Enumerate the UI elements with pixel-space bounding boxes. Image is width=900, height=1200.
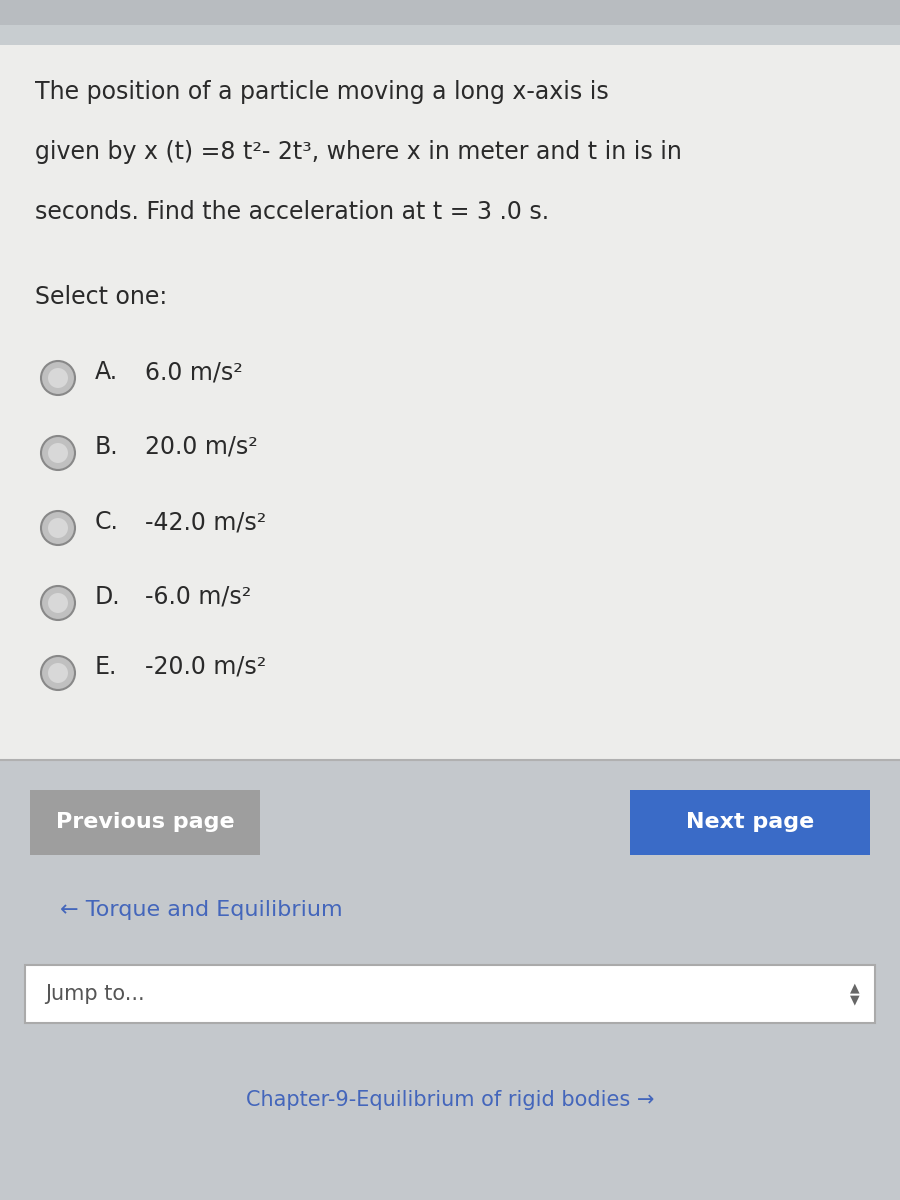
Text: -20.0 m/s²: -20.0 m/s² [145, 655, 266, 679]
FancyBboxPatch shape [30, 790, 260, 854]
Text: given by x (t) =8 t²- 2t³, where x in meter and t in is in: given by x (t) =8 t²- 2t³, where x in me… [35, 140, 682, 164]
Circle shape [48, 662, 68, 683]
Circle shape [41, 656, 75, 690]
Text: The position of a particle moving a long x-axis is: The position of a particle moving a long… [35, 80, 608, 104]
Text: 20.0 m/s²: 20.0 m/s² [145, 434, 257, 458]
Circle shape [41, 586, 75, 620]
Text: E.: E. [95, 655, 117, 679]
Text: ← Torque and Equilibrium: ← Torque and Equilibrium [60, 900, 343, 920]
FancyBboxPatch shape [0, 0, 900, 25]
Circle shape [48, 518, 68, 538]
Circle shape [41, 361, 75, 395]
Text: A.: A. [95, 360, 118, 384]
Text: 6.0 m/s²: 6.0 m/s² [145, 360, 243, 384]
Circle shape [48, 593, 68, 613]
Text: Jump to...: Jump to... [45, 984, 145, 1004]
FancyBboxPatch shape [0, 44, 900, 760]
FancyBboxPatch shape [0, 760, 900, 1200]
Circle shape [41, 511, 75, 545]
Text: D.: D. [95, 584, 121, 608]
Text: -42.0 m/s²: -42.0 m/s² [145, 510, 266, 534]
Text: Chapter-9-Equilibrium of rigid bodies →: Chapter-9-Equilibrium of rigid bodies → [246, 1090, 654, 1110]
Text: B.: B. [95, 434, 119, 458]
FancyBboxPatch shape [25, 965, 875, 1022]
Text: ▲
▼: ▲ ▼ [850, 982, 860, 1007]
Circle shape [48, 368, 68, 388]
Text: C.: C. [95, 510, 119, 534]
Text: Next page: Next page [686, 812, 814, 833]
Text: -6.0 m/s²: -6.0 m/s² [145, 584, 251, 608]
Circle shape [48, 443, 68, 463]
Text: Select one:: Select one: [35, 284, 167, 308]
Text: Previous page: Previous page [56, 812, 234, 833]
Circle shape [41, 436, 75, 470]
Text: seconds. Find the acceleration at t = 3 .0 s.: seconds. Find the acceleration at t = 3 … [35, 200, 549, 224]
FancyBboxPatch shape [630, 790, 870, 854]
